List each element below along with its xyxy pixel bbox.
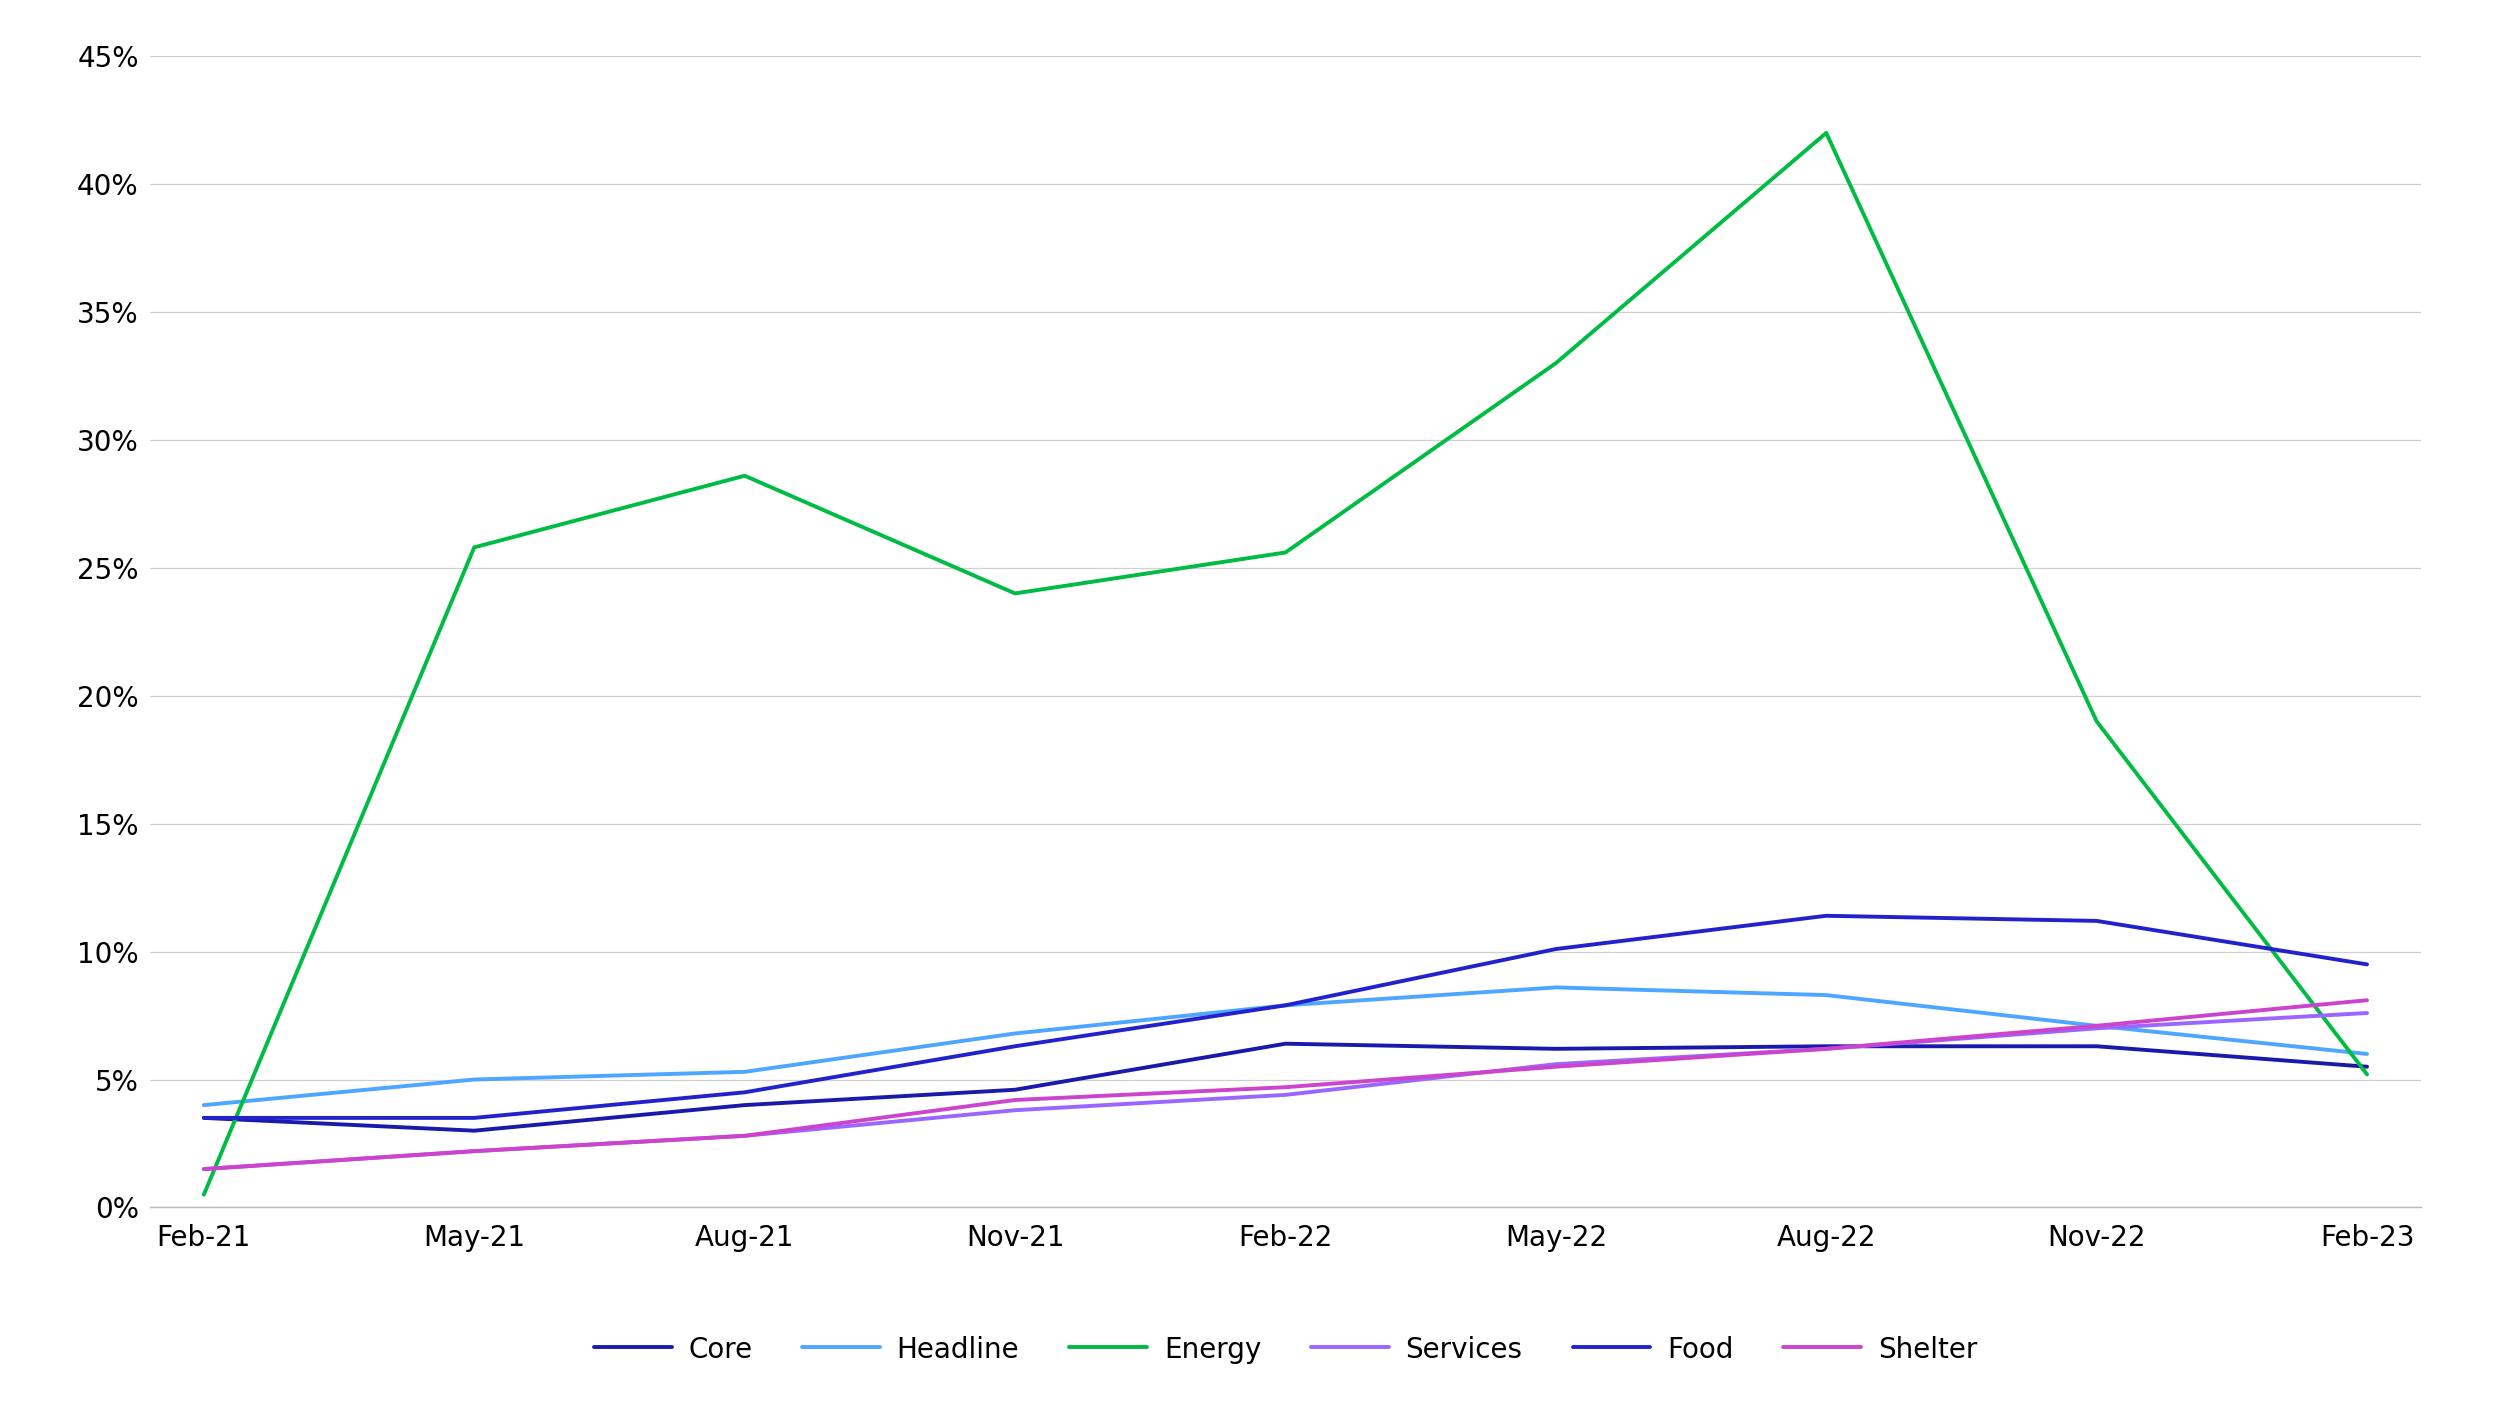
Line: Headline: Headline [205,987,2366,1105]
Line: Food: Food [205,915,2366,1118]
Food [2082,913,2112,929]
Shelter [2082,1018,2112,1035]
Food [1812,907,1842,924]
Food [729,1084,759,1101]
Energy [729,468,759,484]
Shelter [1540,1059,1570,1075]
Services [1540,1056,1570,1073]
Energy [2082,713,2112,730]
Food [459,1109,489,1126]
Headline [729,1063,759,1080]
Services [1270,1087,1300,1104]
Headline [190,1097,220,1113]
Shelter [190,1161,220,1178]
Shelter [729,1127,759,1144]
Energy [459,539,489,556]
Shelter [1270,1078,1300,1095]
Core [1540,1040,1570,1057]
Services [1001,1102,1031,1119]
Energy [1812,125,1842,142]
Line: Shelter: Shelter [205,1000,2366,1170]
Core [1812,1038,1842,1054]
Core [1001,1081,1031,1098]
Food [1540,941,1570,958]
Headline [1001,1025,1031,1042]
Headline [2351,1046,2381,1063]
Shelter [1812,1040,1842,1057]
Headline [1812,987,1842,1004]
Services [729,1127,759,1144]
Core [459,1122,489,1139]
Energy [1001,585,1031,602]
Food [2351,956,2381,973]
Legend: Core, Headline, Energy, Services, Food, Shelter: Core, Headline, Energy, Services, Food, … [582,1325,1989,1375]
Energy [190,1186,220,1203]
Energy [1270,545,1300,562]
Food [190,1109,220,1126]
Core [1270,1035,1300,1052]
Energy [1540,355,1570,372]
Shelter [2351,991,2381,1008]
Services [2351,1005,2381,1022]
Food [1001,1038,1031,1054]
Services [190,1161,220,1178]
Energy [2351,1066,2381,1082]
Core [729,1097,759,1113]
Line: Core: Core [205,1043,2366,1130]
Core [2351,1059,2381,1075]
Line: Energy: Energy [205,133,2366,1195]
Headline [1540,979,1570,995]
Shelter [459,1143,489,1160]
Headline [1270,997,1300,1014]
Core [2082,1038,2112,1054]
Services [459,1143,489,1160]
Shelter [1001,1091,1031,1108]
Headline [459,1071,489,1088]
Headline [2082,1018,2112,1035]
Line: Services: Services [205,1014,2366,1170]
Food [1270,997,1300,1014]
Core [190,1109,220,1126]
Services [2082,1019,2112,1036]
Services [1812,1040,1842,1057]
